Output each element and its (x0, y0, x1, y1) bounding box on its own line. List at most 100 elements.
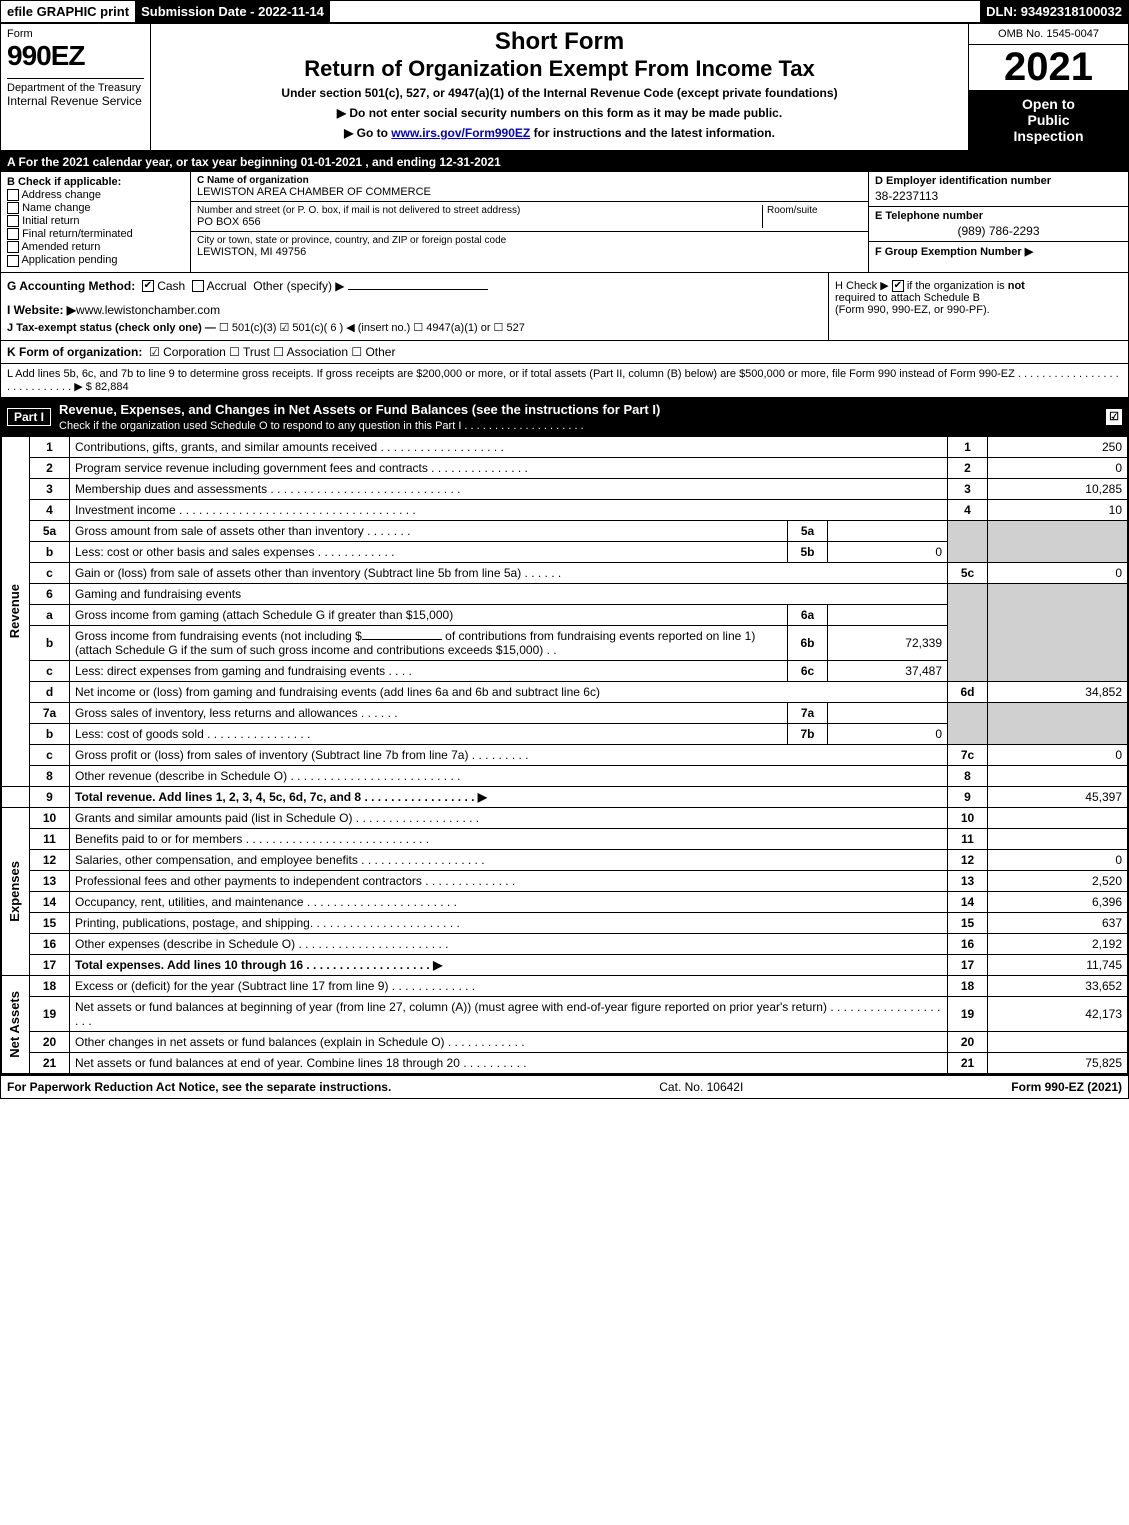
h-text4: (Form 990, 990-EZ, or 990-PF). (835, 304, 990, 316)
col-b-checkboxes: B Check if applicable: Address change Na… (1, 172, 191, 272)
group-exemption-row: F Group Exemption Number ▶ (869, 242, 1128, 261)
col-b-label: B Check if applicable: (7, 176, 184, 188)
line16-value: 2,192 (988, 933, 1128, 954)
l-text: L Add lines 5b, 6c, and 7b to line 9 to … (7, 368, 1119, 393)
accounting-method: G Accounting Method: ✔ Cash Accrual Othe… (7, 279, 822, 293)
dept-irs: Internal Revenue Service (7, 94, 144, 108)
irs-link[interactable]: www.irs.gov/Form990EZ (391, 126, 530, 140)
form-bullet2: ▶ Go to www.irs.gov/Form990EZ for instru… (157, 126, 962, 140)
col-h: H Check ▶ ✔ if the organization is not r… (828, 273, 1128, 340)
chk-name-change[interactable]: Name change (7, 202, 184, 214)
col-c-org-info: C Name of organization LEWISTON AREA CHA… (191, 172, 868, 272)
website-row: I Website: ▶www.lewistonchamber.com (7, 303, 822, 317)
k-options: ☑ Corporation ☐ Trust ☐ Association ☐ Ot… (149, 345, 395, 359)
dln: DLN: 93492318100032 (980, 1, 1128, 22)
org-name: LEWISTON AREA CHAMBER OF COMMERCE (197, 186, 431, 198)
section-gh: G Accounting Method: ✔ Cash Accrual Othe… (1, 273, 1128, 341)
chk-accrual[interactable] (192, 280, 204, 292)
line13-value: 2,520 (988, 870, 1128, 891)
line21-value: 75,825 (988, 1052, 1128, 1073)
group-exemption-label: F Group Exemption Number ▶ (875, 245, 1122, 258)
line9-value: 45,397 (988, 786, 1128, 807)
org-name-label: C Name of organization (197, 175, 431, 186)
omb-number: OMB No. 1545-0047 (969, 24, 1128, 45)
line18-value: 33,652 (988, 975, 1128, 996)
part-i-table: Revenue 1Contributions, gifts, grants, a… (1, 436, 1128, 1074)
line6a-value (828, 604, 948, 625)
open-inspection: Open to Public Inspection (969, 90, 1128, 150)
org-name-row: C Name of organization LEWISTON AREA CHA… (191, 172, 868, 202)
h-text2: if the organization is (907, 280, 1008, 292)
form-title: Return of Organization Exempt From Incom… (157, 56, 962, 82)
header-mid: Short Form Return of Organization Exempt… (151, 24, 968, 150)
line15-value: 637 (988, 912, 1128, 933)
footer-catno: Cat. No. 10642I (391, 1080, 1011, 1094)
footer-left: For Paperwork Reduction Act Notice, see … (7, 1080, 391, 1094)
sidebar-netassets: Net Assets (2, 975, 30, 1073)
line6d-value: 34,852 (988, 681, 1128, 702)
sidebar-revenue: Revenue (2, 436, 30, 786)
chk-cash[interactable]: ✔ (142, 280, 154, 292)
header-right: OMB No. 1545-0047 2021 Open to Public In… (968, 24, 1128, 150)
chk-address-change[interactable]: Address change (7, 189, 184, 201)
chk-application-pending[interactable]: Application pending (7, 254, 184, 266)
website-label: I Website: ▶ (7, 303, 76, 317)
l-value: 82,884 (95, 381, 129, 393)
form-number: 990EZ (7, 40, 144, 72)
header-left: Form 990EZ Department of the Treasury In… (1, 24, 151, 150)
bullet2-pre: ▶ Go to (344, 126, 391, 140)
ein-row: D Employer identification number 38-2237… (869, 172, 1128, 207)
line2-value: 0 (988, 457, 1128, 478)
ein-label: D Employer identification number (875, 175, 1122, 187)
line6b-amount-input[interactable] (362, 639, 442, 640)
line7a-value (828, 702, 948, 723)
efile-print-label[interactable]: efile GRAPHIC print (1, 1, 135, 22)
short-form-title: Short Form (157, 28, 962, 56)
page-footer: For Paperwork Reduction Act Notice, see … (1, 1074, 1128, 1098)
form-subtitle: Under section 501(c), 527, or 4947(a)(1)… (157, 86, 962, 100)
website-value: www.lewistonchamber.com (76, 303, 220, 317)
part-i-checkbox[interactable]: ☑ (1106, 409, 1122, 425)
street-label: Number and street (or P. O. box, if mail… (197, 205, 762, 216)
j-options: ☐ 501(c)(3) ☑ 501(c)( 6 ) ◀ (insert no.)… (219, 322, 525, 334)
dept-treasury: Department of the Treasury (7, 78, 144, 94)
line19-value: 42,173 (988, 996, 1128, 1031)
other-specify-input[interactable] (348, 289, 488, 290)
form-bullet1: ▶ Do not enter social security numbers o… (157, 106, 962, 120)
line4-value: 10 (988, 499, 1128, 520)
form-990ez-page: efile GRAPHIC print Submission Date - 20… (0, 0, 1129, 1099)
submission-date: Submission Date - 2022-11-14 (135, 1, 330, 22)
inspect-line2: Public (973, 112, 1124, 128)
inspect-line3: Inspection (973, 128, 1124, 144)
room-suite-label: Room/suite (762, 205, 862, 228)
org-city: LEWISTON, MI 49756 (197, 246, 506, 258)
line10-value (988, 807, 1128, 828)
chk-final-return[interactable]: Final return/terminated (7, 228, 184, 240)
line17-value: 11,745 (988, 954, 1128, 975)
phone-label: E Telephone number (875, 210, 1122, 222)
phone-row: E Telephone number (989) 786-2293 (869, 207, 1128, 242)
line14-value: 6,396 (988, 891, 1128, 912)
line1-value: 250 (988, 436, 1128, 457)
line8-value (988, 765, 1128, 786)
part-i-header: Part I Revenue, Expenses, and Changes in… (1, 398, 1128, 436)
org-city-row: City or town, state or province, country… (191, 232, 868, 261)
col-de: D Employer identification number 38-2237… (868, 172, 1128, 272)
chk-amended-return[interactable]: Amended return (7, 241, 184, 253)
row-a-tax-year: A For the 2021 calendar year, or tax yea… (1, 152, 1128, 172)
part-i-title: Revenue, Expenses, and Changes in Net As… (59, 402, 1106, 432)
org-street-row: Number and street (or P. O. box, if mail… (191, 202, 868, 232)
line6b-value: 72,339 (828, 625, 948, 660)
chk-initial-return[interactable]: Initial return (7, 215, 184, 227)
chk-schedule-b[interactable]: ✔ (892, 280, 904, 292)
k-label: K Form of organization: (7, 345, 142, 359)
section-bcde: B Check if applicable: Address change Na… (1, 172, 1128, 273)
line5c-value: 0 (988, 562, 1128, 583)
topbar: efile GRAPHIC print Submission Date - 20… (1, 1, 1128, 24)
tax-exempt-status: J Tax-exempt status (check only one) — ☐… (7, 321, 822, 334)
line6c-value: 37,487 (828, 660, 948, 681)
line7c-value: 0 (988, 744, 1128, 765)
col-g: G Accounting Method: ✔ Cash Accrual Othe… (1, 273, 828, 340)
row-l: L Add lines 5b, 6c, and 7b to line 9 to … (1, 364, 1128, 398)
j-label: J Tax-exempt status (check only one) — (7, 322, 219, 334)
